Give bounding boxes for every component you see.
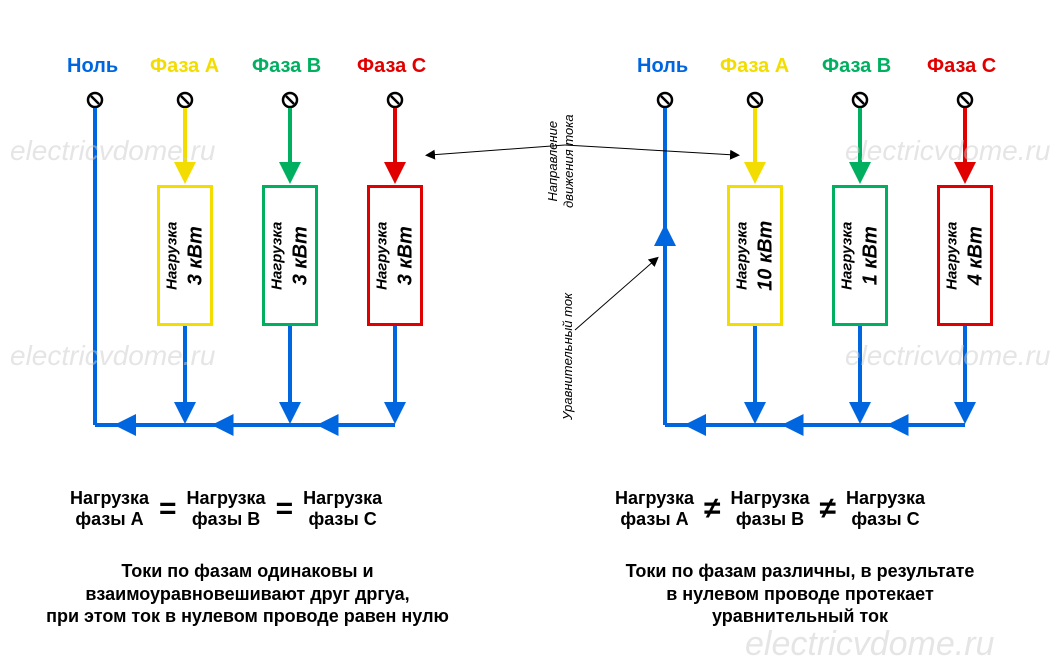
watermark: electricvdome.ru xyxy=(845,135,1050,167)
load-box: Нагрузка3 кВт xyxy=(262,185,318,326)
watermark: electricvdome.ru xyxy=(10,135,215,167)
phase-label: Фаза А xyxy=(720,55,789,78)
caption: Токи по фазам различны, в результате в н… xyxy=(585,560,1015,628)
phase-label: Фаза С xyxy=(927,55,996,78)
watermark: electricvdome.ru xyxy=(745,625,994,664)
load-box: Нагрузка1 кВт xyxy=(832,185,888,326)
watermark: electricvdome.ru xyxy=(10,340,215,372)
phase-label: Фаза В xyxy=(822,55,891,78)
phase-label: Фаза С xyxy=(357,55,426,78)
phase-label: Фаза В xyxy=(252,55,321,78)
side-label-direction: Направление движения тока xyxy=(545,114,576,208)
equation-row: Нагрузка фазы А≠Нагрузка фазы В≠Нагрузка… xyxy=(615,488,925,529)
phase-label: Фаза А xyxy=(150,55,219,78)
equation-row: Нагрузка фазы А=Нагрузка фазы В=Нагрузка… xyxy=(70,488,382,529)
side-label-eqcurrent: Уравнительный ток xyxy=(560,293,575,420)
caption: Токи по фазам одинаковы и взаимоуравнове… xyxy=(25,560,470,628)
load-box: Нагрузка3 кВт xyxy=(367,185,423,326)
watermark: electricvdome.ru xyxy=(845,340,1050,372)
phase-label: Ноль xyxy=(637,55,688,78)
load-box: Нагрузка4 кВт xyxy=(937,185,993,326)
phase-label: Ноль xyxy=(67,55,118,78)
load-box: Нагрузка3 кВт xyxy=(157,185,213,326)
load-box: Нагрузка10 кВт xyxy=(727,185,783,326)
